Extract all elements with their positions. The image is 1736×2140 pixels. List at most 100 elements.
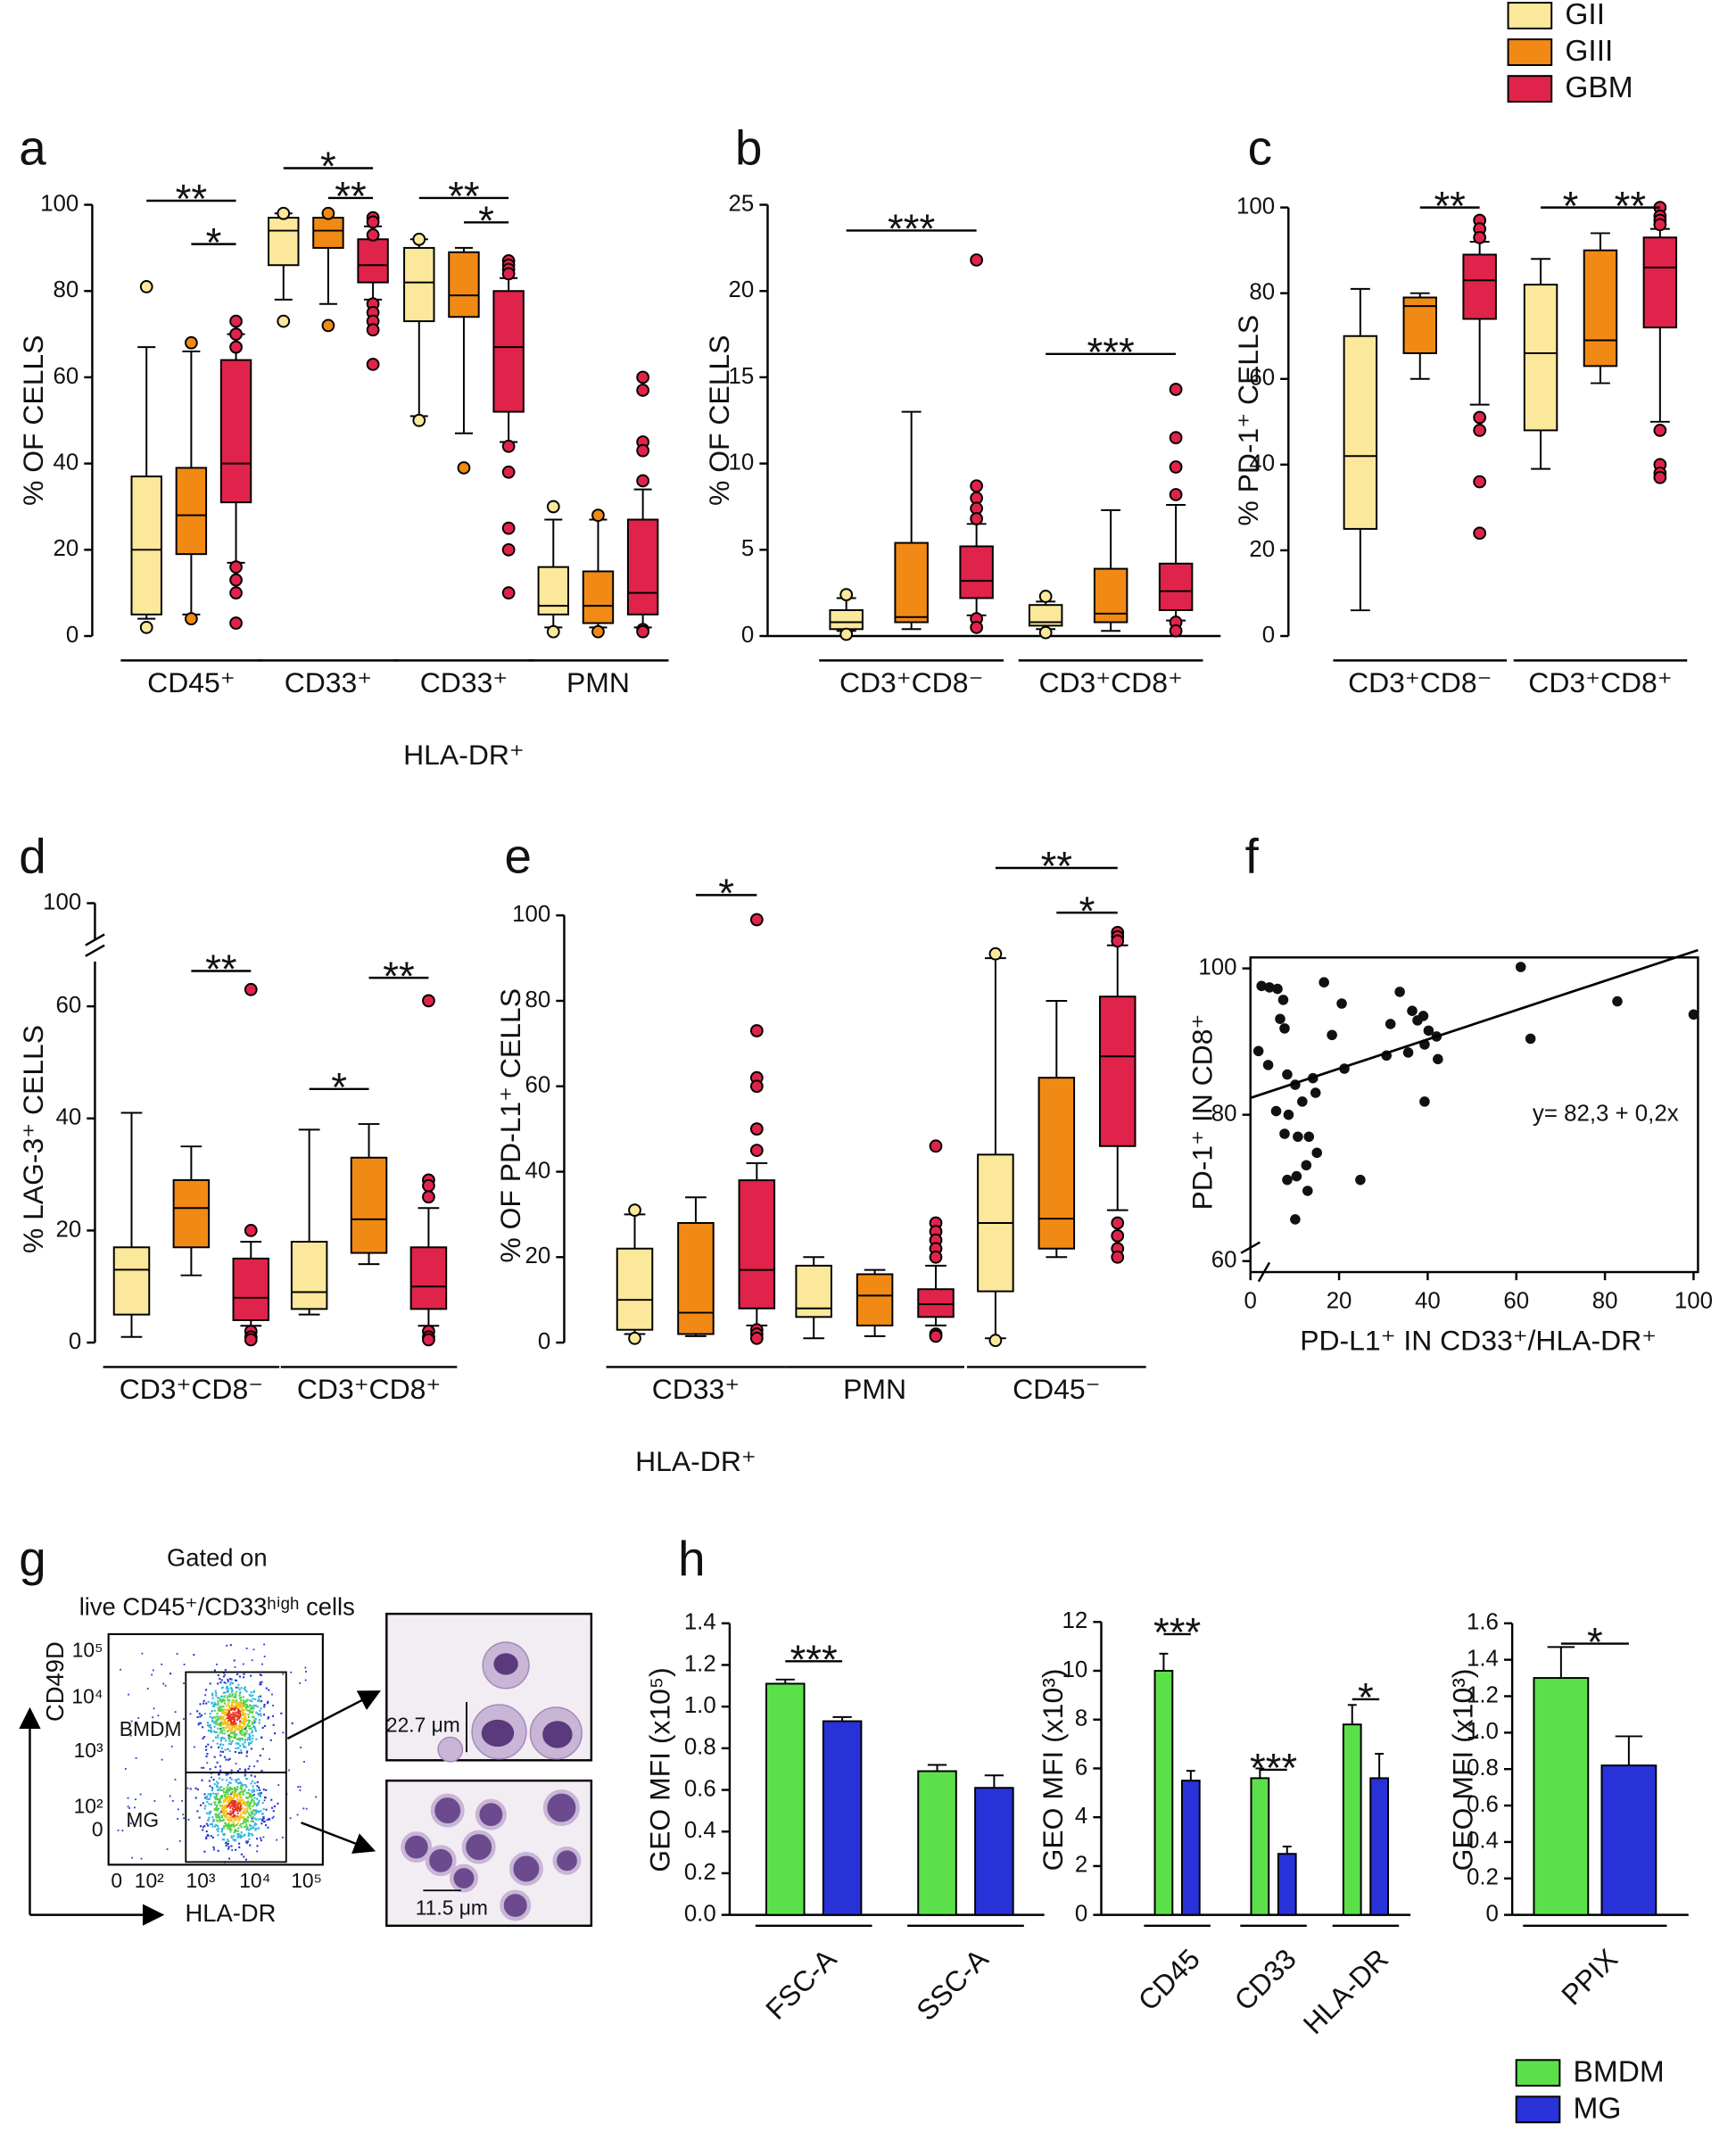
x-tick-label: 20 xyxy=(1327,1288,1352,1313)
event-dot xyxy=(248,1727,251,1731)
event-dot xyxy=(260,1839,262,1842)
event-dot xyxy=(213,1796,216,1798)
bar xyxy=(1180,1780,1201,1916)
event-dot xyxy=(251,1789,253,1792)
event-dot xyxy=(244,1789,246,1791)
event-dot xyxy=(238,1705,241,1707)
event-dot xyxy=(228,1797,232,1800)
outlier xyxy=(229,314,243,328)
panel-label: e xyxy=(505,828,532,883)
event-dot xyxy=(269,1758,271,1760)
event-dot xyxy=(219,1801,222,1804)
event-dot xyxy=(251,1730,254,1732)
event-dot xyxy=(209,1822,211,1826)
event-dot xyxy=(233,1719,236,1723)
event-dot xyxy=(258,1794,260,1797)
event-dot xyxy=(267,1826,269,1829)
event-dot xyxy=(210,1810,212,1813)
event-dot xyxy=(253,1802,256,1805)
event-dot xyxy=(272,1705,274,1706)
event-dot xyxy=(219,1698,223,1701)
event-dot xyxy=(258,1698,260,1701)
outlier xyxy=(139,620,153,634)
event-dot xyxy=(238,1818,241,1821)
x-tick-label: 60 xyxy=(1503,1288,1529,1313)
event-dot xyxy=(252,1799,254,1802)
event-dot xyxy=(227,1748,229,1750)
event-dot xyxy=(248,1765,251,1768)
event-dot xyxy=(233,1794,236,1797)
event-dot xyxy=(221,1732,224,1735)
event-dot xyxy=(252,1800,255,1803)
outlier xyxy=(244,982,258,996)
event-dot xyxy=(228,1757,231,1760)
event-dot xyxy=(237,1827,240,1830)
event-dot xyxy=(245,1791,248,1795)
event-dot xyxy=(225,1717,227,1720)
event-dot xyxy=(246,1797,249,1799)
event-dot xyxy=(206,1724,210,1727)
event-dot xyxy=(130,1720,133,1723)
outlier xyxy=(749,1144,764,1157)
event-dot xyxy=(216,1663,218,1665)
event-dot xyxy=(231,1731,235,1734)
event-dot xyxy=(228,1817,231,1820)
event-dot xyxy=(239,1793,242,1796)
y-tick-label: 12 xyxy=(1062,1608,1088,1633)
outlier xyxy=(229,327,243,341)
event-dot xyxy=(236,1782,240,1785)
event-dot xyxy=(216,1809,219,1812)
event-dot xyxy=(206,1722,209,1724)
event-dot xyxy=(214,1736,217,1739)
event-dot xyxy=(277,1802,279,1805)
event-dot xyxy=(196,1788,199,1791)
box xyxy=(1158,562,1194,611)
event-dot xyxy=(227,1847,230,1850)
event-dot xyxy=(203,1736,206,1739)
x-tick-label: FSC-A xyxy=(759,1942,843,2026)
box xyxy=(130,475,162,616)
event-dot xyxy=(227,1680,229,1682)
event-dot xyxy=(217,1814,219,1816)
event-dot xyxy=(242,1701,244,1704)
y-axis-title: % OF CELLS xyxy=(17,335,49,507)
event-dot xyxy=(230,1837,234,1839)
event-dot xyxy=(169,1673,172,1675)
significance-label: * xyxy=(1358,1675,1374,1721)
event-dot xyxy=(171,1799,174,1802)
box xyxy=(1037,1077,1076,1250)
event-dot xyxy=(225,1711,227,1714)
event-dot xyxy=(254,1812,258,1814)
event-dot xyxy=(240,1796,243,1798)
outlier xyxy=(970,253,983,267)
event-dot xyxy=(262,1789,265,1791)
event-dot xyxy=(231,1694,234,1697)
event-dot xyxy=(226,1690,228,1693)
event-dot xyxy=(208,1780,211,1782)
point xyxy=(1311,1147,1323,1159)
x-tick-label: 10² xyxy=(135,1869,164,1892)
y-tick-label: 100 xyxy=(1236,194,1275,219)
event-dot xyxy=(209,1785,211,1788)
event-dot xyxy=(199,1804,203,1806)
point xyxy=(1423,1025,1434,1037)
event-dot xyxy=(243,1673,245,1675)
dot-cloud xyxy=(117,1643,318,1863)
event-dot xyxy=(224,1807,227,1810)
event-dot xyxy=(208,1797,211,1800)
event-dot xyxy=(250,1728,252,1731)
event-dot xyxy=(223,1699,226,1702)
event-dot xyxy=(214,1804,217,1806)
event-dot xyxy=(219,1818,221,1821)
event-dot xyxy=(238,1802,241,1805)
outlier xyxy=(457,461,471,475)
event-dot xyxy=(236,1833,239,1836)
outlier xyxy=(628,1203,641,1217)
y-tick-label: 0 xyxy=(69,1329,81,1354)
event-dot xyxy=(216,1824,219,1828)
event-dot xyxy=(224,1669,227,1672)
event-dot xyxy=(238,1723,241,1726)
event-dot xyxy=(213,1709,216,1712)
event-dot xyxy=(256,1845,259,1847)
event-dot xyxy=(240,1798,243,1801)
